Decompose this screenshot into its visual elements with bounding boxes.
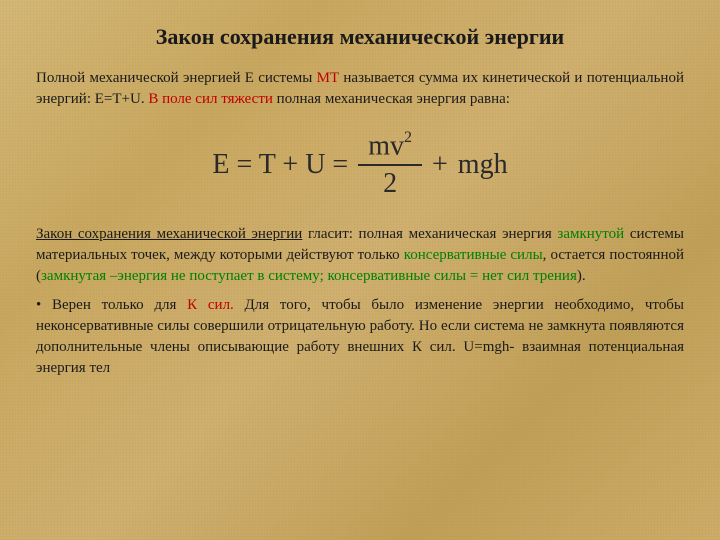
formula-plus: +	[432, 149, 448, 181]
page-title: Закон сохранения механической энергии	[36, 24, 684, 50]
formula-lhs: E = T + U =	[212, 149, 348, 181]
energy-formula: E = T + U = mv2 2 + mgh	[212, 132, 507, 198]
text-run: полная механическая энергия равна:	[273, 91, 510, 107]
note-paragraph: Верен только для К сил. Для того, чтобы …	[36, 295, 684, 379]
text-closed: замкнутой	[557, 226, 624, 242]
text-explanation: замкнутая –энергия не поступает в систем…	[41, 268, 577, 284]
num-base: mv	[368, 130, 404, 161]
text-run: Полной механической энергией Е системы	[36, 70, 317, 86]
formula-mgh: mgh	[458, 149, 508, 181]
intro-paragraph: Полной механической энергией Е системы М…	[36, 68, 684, 110]
text-run: ).	[577, 268, 586, 284]
formula-block: E = T + U = mv2 2 + mgh	[36, 132, 684, 198]
text-run: гласит: полная механическая энергия	[302, 226, 557, 242]
text-run: Верен только для	[52, 297, 187, 313]
law-paragraph: Закон сохранения механической энергии гл…	[36, 224, 684, 287]
text-k-forces: К сил.	[187, 297, 234, 313]
text-gravity: В поле сил тяжести	[148, 91, 273, 107]
fraction-numerator: mv2	[358, 132, 422, 166]
text-conservative: консервативные силы	[404, 247, 543, 263]
formula-fraction: mv2 2	[358, 132, 422, 198]
num-exponent: 2	[404, 129, 412, 146]
fraction-denominator: 2	[383, 166, 397, 198]
law-underline: Закон сохранения механической энергии	[36, 226, 302, 242]
text-mt: МТ	[317, 70, 340, 86]
